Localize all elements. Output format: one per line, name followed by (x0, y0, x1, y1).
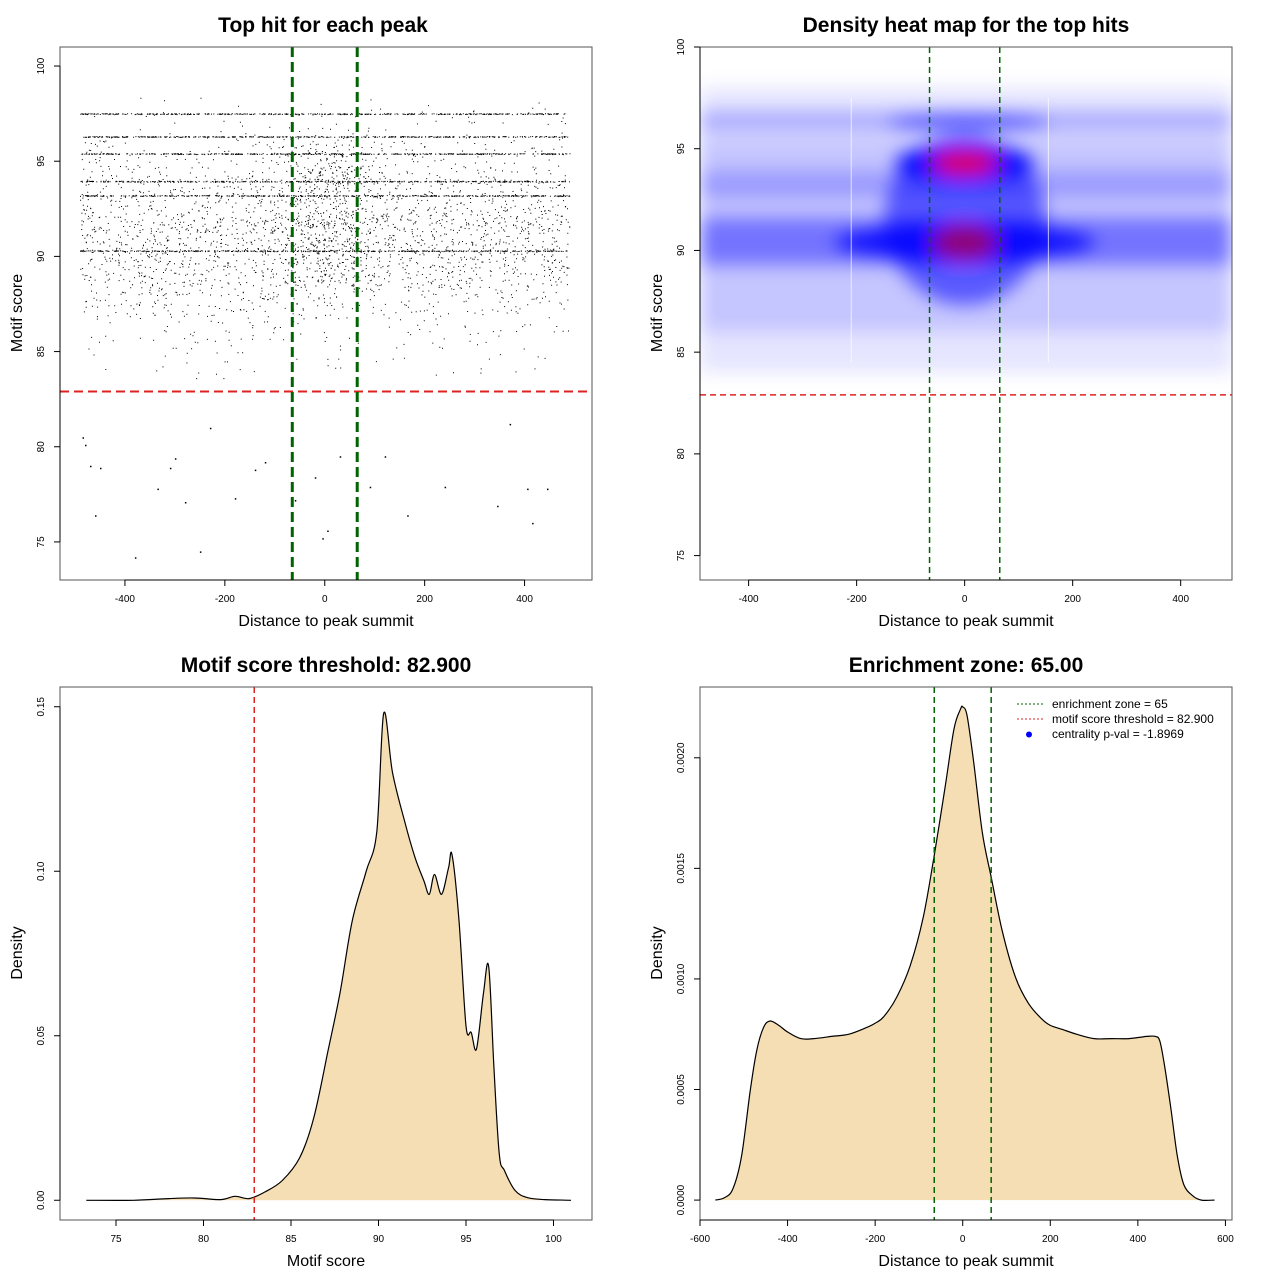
scatter-title: Top hit for each peak (218, 14, 428, 37)
heatmap-y-axis-label: Motif score (649, 274, 666, 352)
score-density-plot-area (86, 687, 572, 1220)
scatter-plot-area (60, 47, 592, 580)
scatter-x-tick-label: -400 (115, 594, 135, 605)
heatmap-y-tick-label: 95 (676, 143, 687, 155)
distance-density-y-axis-label: Density (649, 926, 666, 979)
scatter-x-tick-label: 200 (416, 594, 433, 605)
score-density-title: Motif score threshold: 82.900 (181, 654, 472, 677)
heatmap-x-tick-label: -400 (739, 594, 759, 605)
score-density-x-tick-label: 95 (460, 1234, 472, 1245)
distance-density-x-tick-label: 200 (1042, 1234, 1059, 1245)
legend-threshold-label: motif score threshold = 82.900 (1052, 712, 1214, 726)
score-density-y-tick-label: 0.15 (36, 697, 47, 717)
heatmap-y-tick-label: 100 (676, 38, 687, 55)
legend: enrichment zone = 65 motif score thresho… (1017, 697, 1214, 741)
distance-density-y-tick-label: 0.0020 (676, 742, 687, 773)
score-density-x-tick-label: 90 (373, 1234, 385, 1245)
panel-scatter: Top hit for each peak -400 -200 0 200 400 75 8… (9, 14, 593, 630)
score-density-curve (86, 711, 572, 1201)
score-density-x-tick-label: 75 (110, 1234, 122, 1245)
score-density-y-axis-label: Density (9, 926, 26, 979)
distance-density-y-tick-label: 0.0000 (676, 1184, 687, 1215)
legend-pval-swatch (1026, 731, 1032, 738)
score-density-x-tick-label: 100 (545, 1234, 562, 1245)
heatmap-x-tick-label: -200 (847, 594, 867, 605)
panel-distance-density: Enrichment zone: 65.00 -600 -400 -200 0 200 4… (649, 654, 1234, 1270)
heatmap-x-tick-label: 200 (1064, 594, 1081, 605)
heatmap-x-axis-label: Distance to peak summit (878, 613, 1054, 630)
distance-density-x-tick-label: 400 (1130, 1234, 1147, 1245)
distance-density-curve (715, 705, 1215, 1202)
scatter-y-tick-label: 75 (36, 536, 47, 548)
scatter-x-tick-label: 400 (516, 594, 533, 605)
score-density-x-axis-label: Motif score (287, 1253, 365, 1270)
heatmap-y-tick-label: 90 (676, 244, 687, 256)
heatmap-density (700, 87, 1232, 373)
heatmap-plot-area (700, 47, 1232, 580)
heatmap-y-tick-label: 85 (676, 346, 687, 358)
distance-density-x-tick-label: 600 (1217, 1234, 1234, 1245)
score-density-area (86, 712, 572, 1201)
scatter-x-tick-label: -200 (215, 594, 235, 605)
scatter-x-tick-label: 0 (322, 594, 328, 605)
scatter-y-tick-label: 100 (36, 57, 47, 74)
scatter-y-tick-label: 80 (36, 441, 47, 453)
scatter-frame (59, 46, 593, 581)
scatter-y-axis-label: Motif score (9, 274, 26, 352)
legend-zone-label: enrichment zone = 65 (1052, 697, 1168, 711)
legend-pval-label: centrality p-val = -1.8969 (1052, 727, 1184, 741)
scatter-points (80, 97, 571, 559)
distance-density-y-tick-label: 0.0010 (676, 963, 687, 994)
distance-density-x-tick-label: -200 (865, 1234, 885, 1245)
panel-score-density: Motif score threshold: 82.900 75 80 85 90 95… (9, 654, 593, 1270)
distance-density-title: Enrichment zone: 65.00 (849, 654, 1084, 677)
scatter-y-tick-label: 90 (36, 250, 47, 262)
distance-density-x-axis-label: Distance to peak summit (878, 1253, 1054, 1270)
scatter-y-tick-label: 85 (36, 346, 47, 358)
score-density-y-tick-label: 0.05 (36, 1026, 47, 1046)
heatmap-y-tick-label: 75 (676, 550, 687, 562)
score-density-x-tick-label: 85 (285, 1234, 297, 1245)
heatmap-core-96 (887, 114, 1048, 131)
heatmap-y-tick-label: 80 (676, 448, 687, 460)
score-density-x-tick-label: 80 (198, 1234, 210, 1245)
distance-density-x-tick-label: 0 (960, 1234, 966, 1245)
distance-density-x-tick-label: -600 (690, 1234, 710, 1245)
distance-density-plot-area (715, 687, 1215, 1220)
score-density-y-tick-label: 0.00 (36, 1190, 47, 1210)
panel-heatmap: Density heat map for the top hits -400 -2… (649, 14, 1233, 630)
score-density-axes: 75 80 85 90 95 100 0.00 0.05 0.10 0.15 (36, 697, 562, 1245)
heatmap-title: Density heat map for the top hits (803, 14, 1130, 37)
distance-density-y-tick-label: 0.0005 (676, 1074, 687, 1105)
score-density-y-tick-label: 0.10 (36, 861, 47, 881)
heatmap-peak (932, 152, 997, 173)
heatmap-x-tick-label: 0 (962, 594, 968, 605)
scatter-y-tick-label: 95 (36, 155, 47, 167)
scatter-axes: -400 -200 0 200 400 75 80 85 90 95 100 (36, 57, 533, 605)
scatter-x-axis-label: Distance to peak summit (238, 613, 414, 630)
distance-density-y-tick-label: 0.0015 (676, 853, 687, 884)
heatmap-axes: -400 -200 0 200 400 75 80 85 90 95 100 (676, 38, 1189, 605)
distance-density-x-tick-label: -400 (778, 1234, 798, 1245)
distance-density-area (715, 706, 1215, 1201)
scatter-point-cloud (80, 97, 571, 559)
heatmap-peak (932, 226, 997, 259)
heatmap-x-tick-label: 400 (1172, 594, 1189, 605)
distance-density-axes: -600 -400 -200 0 200 400 600 0.0000 0.0005 0.0010… (676, 742, 1234, 1245)
